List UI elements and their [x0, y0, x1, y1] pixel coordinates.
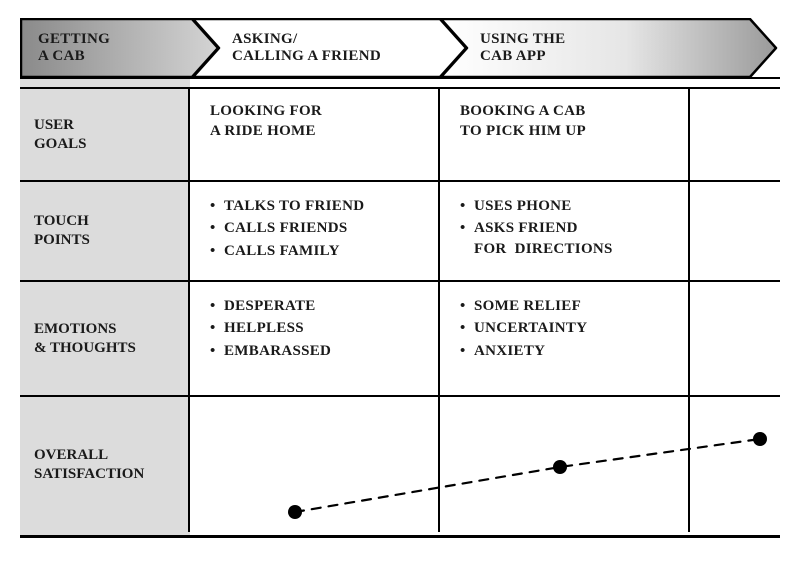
list-item: Calls family	[224, 241, 420, 261]
list-item: Uncertainty	[474, 318, 670, 338]
row-touch-points: Touch Points Talks to friend Calls frien…	[20, 182, 780, 282]
phase-chevron-1: Getting a Cab	[20, 18, 220, 78]
cell-empty	[690, 397, 780, 532]
cell-touch-phase3: Uses phone Asks friend for directions	[440, 182, 690, 280]
row-label: User Goals	[20, 89, 190, 180]
row-label: Overall Satisfaction	[20, 397, 190, 532]
emotions-list: Desperate Helpless Embarassed	[210, 296, 420, 361]
list-item: Desperate	[224, 296, 420, 316]
cell-empty	[690, 282, 780, 395]
list-item: Asks friend for directions	[474, 218, 670, 259]
cell-empty	[690, 182, 780, 280]
cell-empty	[690, 89, 780, 180]
phase-chevron-2: Asking/ Calling a Friend	[192, 18, 468, 78]
bottom-baseline	[20, 535, 780, 538]
list-item: Uses phone	[474, 196, 670, 216]
row-satisfaction: Overall Satisfaction	[20, 397, 780, 532]
cell-goals-phase2: Looking for a ride home	[190, 89, 440, 180]
cell-goals-phase3: Booking a cab to pick him up	[440, 89, 690, 180]
journey-map-frame: Getting a Cab Asking/ Calling a Friend U…	[20, 18, 780, 538]
phase-chevron-row: Getting a Cab Asking/ Calling a Friend U…	[20, 18, 780, 78]
cell-touch-phase2: Talks to friend Calls friends Calls fami…	[190, 182, 440, 280]
row-emotions: Emotions & Thoughts Desperate Helpless E…	[20, 282, 780, 397]
list-item: Some relief	[474, 296, 670, 316]
list-item: Talks to friend	[224, 196, 420, 216]
journey-table-body: User Goals Looking for a ride home Booki…	[20, 77, 780, 532]
phase-label: Using the Cab App	[480, 31, 565, 66]
cell-sat-phase3	[440, 397, 690, 532]
row-label: Touch Points	[20, 182, 190, 280]
list-item: Embarassed	[224, 341, 420, 361]
list-item: Helpless	[224, 318, 420, 338]
touch-list: Talks to friend Calls friends Calls fami…	[210, 196, 420, 261]
list-item: Anxiety	[474, 341, 670, 361]
list-item: Calls friends	[224, 218, 420, 238]
phase-label: Getting a Cab	[38, 31, 110, 66]
cell-emotions-phase2: Desperate Helpless Embarassed	[190, 282, 440, 395]
cell-emotions-phase3: Some relief Uncertainty Anxiety	[440, 282, 690, 395]
touch-list: Uses phone Asks friend for directions	[460, 196, 670, 259]
phase-chevron-3: Using the Cab App	[440, 18, 778, 78]
emotions-list: Some relief Uncertainty Anxiety	[460, 296, 670, 361]
row-user-goals: User Goals Looking for a ride home Booki…	[20, 87, 780, 182]
row-label: Emotions & Thoughts	[20, 282, 190, 395]
phase-label: Asking/ Calling a Friend	[232, 31, 381, 66]
cell-sat-phase2	[190, 397, 440, 532]
